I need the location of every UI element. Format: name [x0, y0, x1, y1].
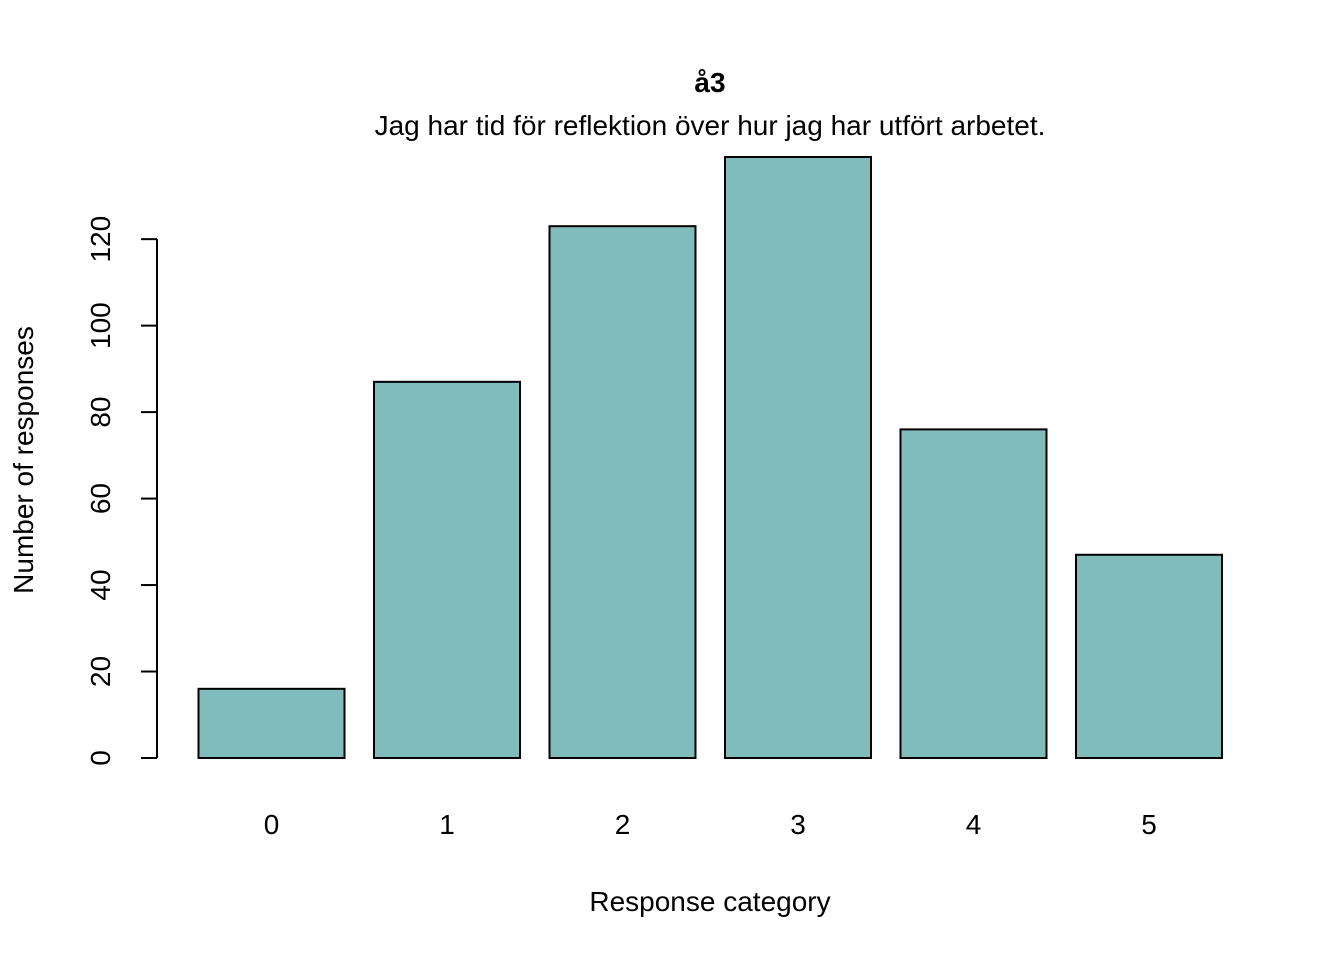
y-tick-label: 80 [85, 397, 116, 428]
x-tick-label: 5 [1141, 809, 1157, 840]
chart-subtitle: Jag har tid för reflektion över hur jag … [375, 110, 1046, 141]
bar-1 [373, 380, 521, 759]
x-tick-label: 1 [439, 809, 455, 840]
y-tick-label: 100 [85, 302, 116, 349]
y-axis: 0 20 40 60 80 100 120 [85, 216, 158, 766]
y-tick-label: 60 [85, 483, 116, 514]
chart-title: å3 [694, 67, 725, 98]
y-tick-label: 120 [85, 216, 116, 263]
x-axis-label: Response category [589, 886, 830, 917]
bar-4 [899, 428, 1048, 759]
x-tick-label: 2 [615, 809, 631, 840]
y-tick-label: 0 [85, 750, 116, 766]
x-tick-label: 3 [790, 809, 806, 840]
x-tick-label: 4 [966, 809, 982, 840]
y-axis-label: Number of responses [8, 326, 39, 594]
bars-group [197, 156, 1223, 759]
x-tick-label: 0 [264, 809, 280, 840]
bar-0 [197, 687, 346, 759]
y-tick-label: 20 [85, 656, 116, 687]
bar-2 [548, 225, 697, 759]
y-tick-label: 40 [85, 569, 116, 600]
x-tick-labels: 0 1 2 3 4 5 [264, 809, 1157, 840]
bar-5 [1075, 553, 1223, 759]
bar-3 [724, 156, 872, 759]
